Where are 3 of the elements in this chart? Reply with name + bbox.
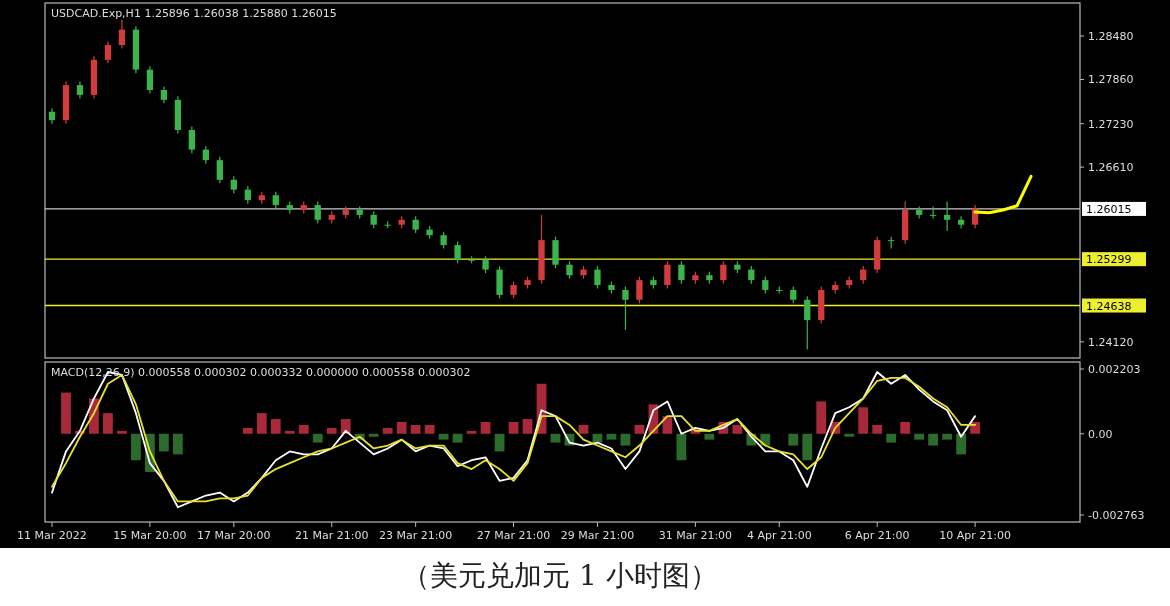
annotation: （美元兑加元 1 小时图） bbox=[402, 559, 718, 592]
title: USDCAD.Exp,H1 1.25896 1.26038 1.25880 1.26015 bbox=[51, 7, 337, 20]
title: MACD(12,26,9) 0.000558 0.000302 0.000332 0.000000 0.000558 0.000302 bbox=[51, 366, 471, 379]
